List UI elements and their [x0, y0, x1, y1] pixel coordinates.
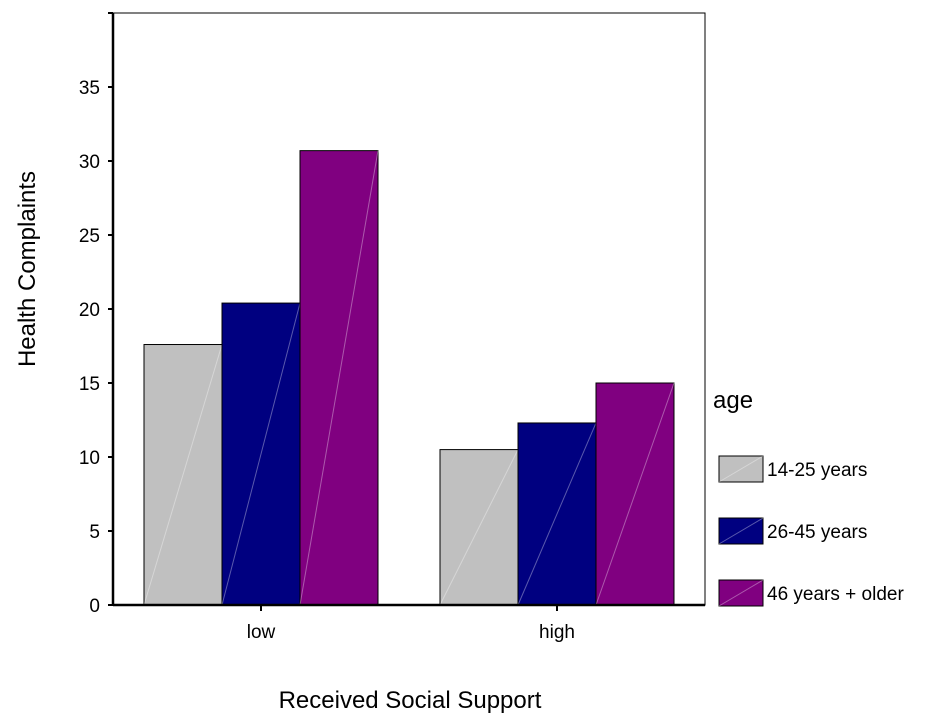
legend-swatch: [718, 455, 764, 483]
y-tick-label: 25: [79, 226, 100, 247]
bar-hatch: [221, 302, 301, 606]
bar-hatch: [439, 449, 519, 606]
bar: [299, 150, 379, 606]
bar: [595, 382, 675, 606]
y-tick-label: 5: [89, 522, 100, 543]
legend-swatch: [718, 517, 764, 545]
legend-swatch-hatch: [718, 579, 764, 607]
x-axis-title: Received Social Support: [279, 687, 542, 714]
bar-hatch: [299, 150, 379, 606]
y-ticks-group: 0 5 10 15 20 25 30 35: [79, 12, 113, 617]
legend-label: 26-45 years: [767, 522, 867, 543]
y-tick-label: 0: [89, 596, 100, 617]
legend-title: age: [713, 387, 753, 414]
bar-hatch: [517, 422, 597, 606]
y-tick-label: 15: [79, 374, 100, 395]
bar-hatch: [143, 344, 223, 606]
y-tick-label: 20: [79, 300, 100, 321]
legend-swatch-hatch: [718, 517, 764, 545]
x-ticks-group: low high: [247, 605, 575, 643]
bar-hatch: [595, 382, 675, 606]
legend-swatch: [718, 579, 764, 607]
legend: 14-25 years 26-45 years 46 years + older: [718, 455, 904, 607]
bars-group: [143, 150, 675, 606]
y-tick-label: 35: [79, 78, 100, 99]
legend-label: 14-25 years: [767, 460, 867, 481]
y-tick-label: 30: [79, 152, 100, 173]
bar: [517, 422, 597, 606]
x-tick-label: high: [539, 622, 575, 643]
legend-label: 46 years + older: [767, 584, 904, 605]
x-tick-label: low: [247, 622, 276, 643]
bar: [143, 344, 223, 606]
legend-swatch-hatch: [718, 455, 764, 483]
y-axis-title: Health Complaints: [14, 171, 41, 367]
y-tick-label: 10: [79, 448, 100, 469]
bar: [439, 449, 519, 606]
